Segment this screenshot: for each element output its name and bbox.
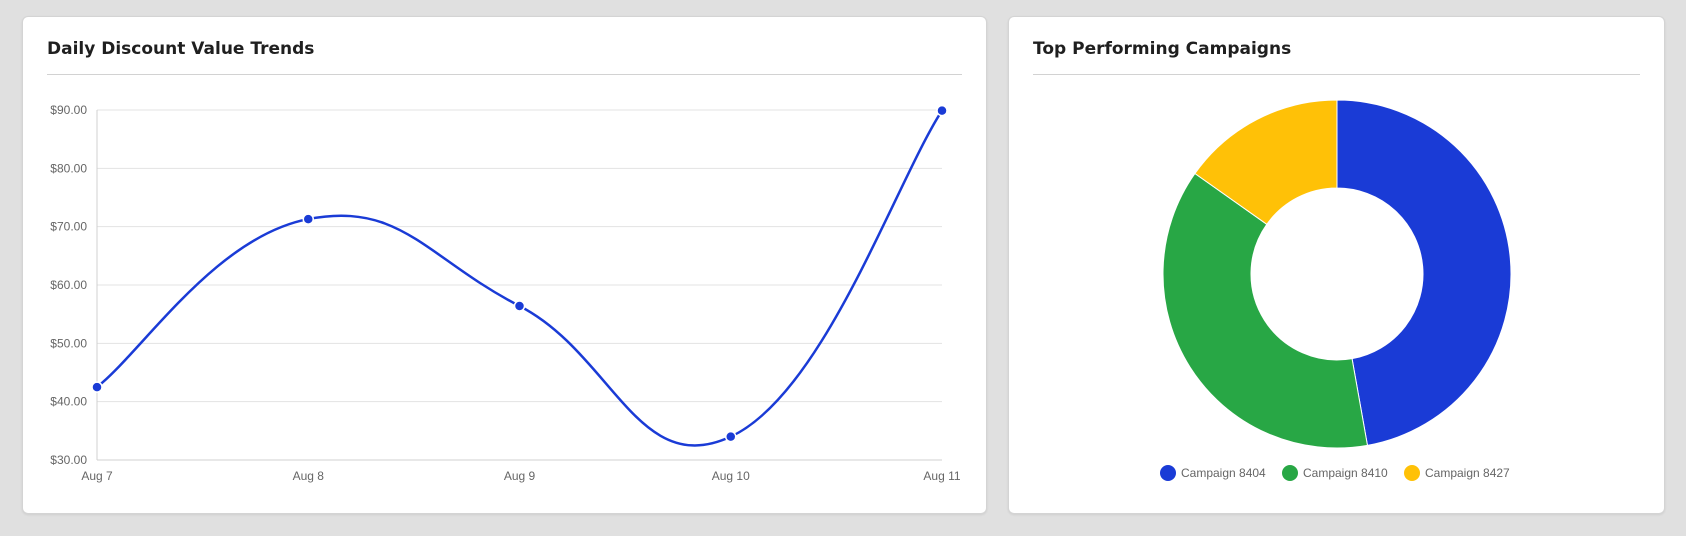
legend-swatch (1404, 465, 1420, 481)
y-tick-label: $30.00 (50, 453, 87, 467)
card-divider (47, 74, 962, 75)
data-point[interactable] (91, 381, 103, 393)
legend-swatch (1160, 465, 1176, 481)
legend-label[interactable]: Campaign 8410 (1303, 466, 1388, 480)
y-tick-label: $40.00 (50, 395, 87, 409)
y-tick-label: $90.00 (50, 103, 87, 117)
discount-line-chart: $30.00 $40.00 $50.00 $60.00 $70.00 $80.00 $90.… (50, 103, 961, 483)
series-line (96, 109, 944, 447)
legend-label[interactable]: Campaign 8427 (1425, 466, 1510, 480)
y-tick-label: $50.00 (50, 336, 87, 350)
data-point[interactable] (513, 300, 526, 312)
card-title: Daily Discount Value Trends (47, 39, 315, 59)
x-tick-label: Aug 7 (81, 469, 113, 483)
x-tick-label: Aug 8 (293, 469, 325, 483)
campaign-donut-chart: Campaign 8404 Campaign 8410 Campaign 8427 (1160, 99, 1512, 481)
card-title: Top Performing Campaigns (1033, 39, 1292, 59)
data-point[interactable] (725, 430, 737, 443)
donut-slice[interactable] (1162, 172, 1369, 449)
x-tick-label: Aug 9 (504, 469, 536, 483)
data-point[interactable] (302, 213, 314, 225)
card-divider (1033, 74, 1640, 75)
legend-label[interactable]: Campaign 8404 (1181, 466, 1266, 480)
y-tick-label: $60.00 (50, 278, 87, 292)
top-campaigns-card: Top Performing Campaigns Campaign 8404 Ca… (1008, 16, 1665, 514)
discount-trends-card: Daily Discount Value Trends $30.00 $40.00… (22, 16, 987, 514)
data-point[interactable] (936, 104, 948, 117)
donut-slice[interactable] (1194, 99, 1338, 226)
y-tick-label: $70.00 (50, 220, 87, 234)
y-tick-label: $80.00 (50, 161, 87, 175)
x-tick-label: Aug 11 (923, 469, 960, 483)
legend-swatch (1282, 465, 1298, 481)
donut-slice[interactable] (1336, 99, 1512, 446)
x-tick-label: Aug 10 (712, 469, 750, 483)
